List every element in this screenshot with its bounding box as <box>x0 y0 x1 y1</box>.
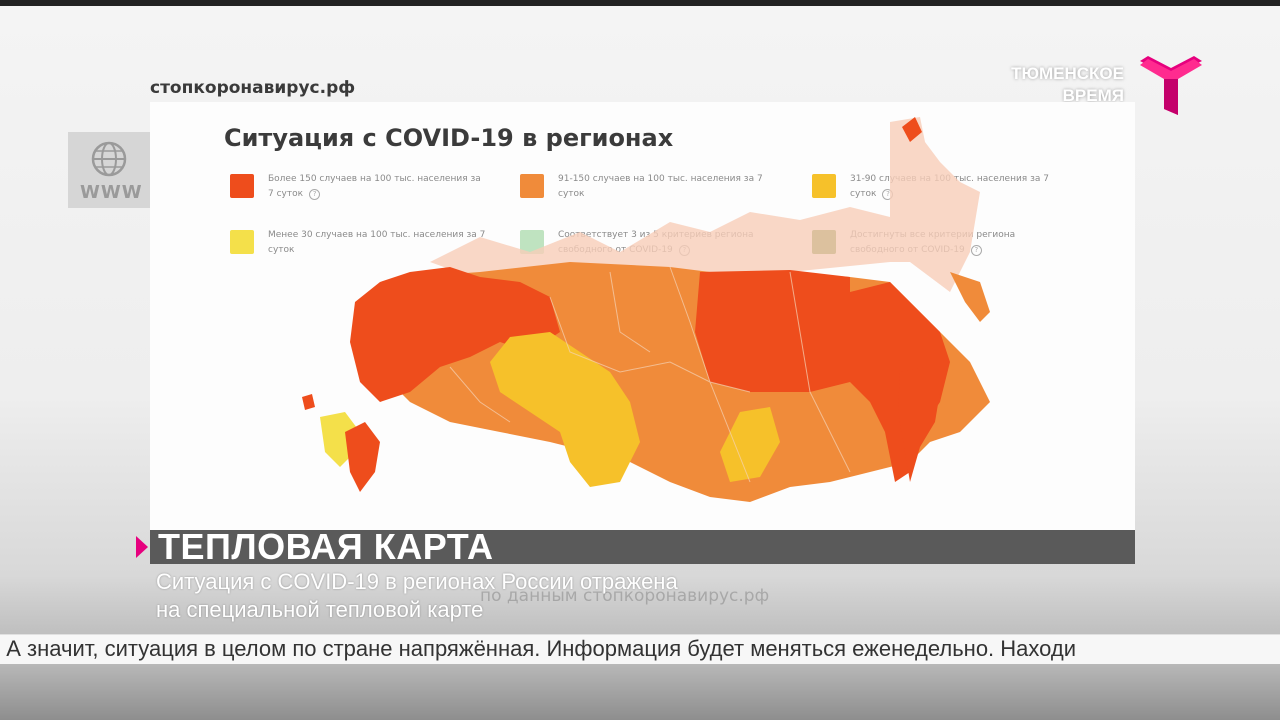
map-region-siberia-yellow <box>490 332 640 487</box>
map-title: Ситуация с COVID-19 в регионах <box>224 124 674 152</box>
globe-icon <box>91 141 127 177</box>
channel-logo-text: ТЮМЕНСКОЕ ВРЕМЯ <box>1011 63 1124 107</box>
help-icon[interactable]: ? <box>970 245 982 256</box>
legend-swatch <box>230 230 254 254</box>
watermark-text: по данным стопкоронавирус.рф <box>480 586 770 606</box>
map-region-kaliningrad-red <box>302 394 315 410</box>
news-ticker: . А значит, ситуация в целом по стране н… <box>0 634 1280 665</box>
caption-subtitle: Ситуация с COVID-19 в регионах России от… <box>156 568 678 624</box>
channel-logo: ТЮМЕНСКОЕ ВРЕМЯ <box>986 55 1216 125</box>
ticker-text: . А значит, ситуация в целом по стране н… <box>0 636 1077 661</box>
bottom-band <box>0 664 1280 720</box>
channel-name-line1: ТЮМЕНСКОЕ <box>1011 64 1124 83</box>
legend-item-under-30: Менее 30 случаев на 100 тыс. населения з… <box>230 228 490 268</box>
map-region-chukotka <box>890 117 980 292</box>
caption-subtitle-line1: Ситуация с COVID-19 в регионах России от… <box>156 569 678 594</box>
russia-heat-map <box>302 117 990 502</box>
www-label: WWW <box>80 182 143 203</box>
source-url: стопкоронавирус.рф <box>150 78 356 98</box>
map-region-borders <box>449 266 851 483</box>
legend-text: 91-150 случаев на 100 тыс. населения за … <box>558 174 763 199</box>
map-region-far-east-red <box>695 270 850 392</box>
legend-swatch <box>230 174 254 198</box>
help-icon[interactable]: ? <box>309 189 321 200</box>
legend-item-91-150: 91-150 случаев на 100 тыс. населения за … <box>520 172 780 212</box>
caption-title: ТЕПЛОВАЯ КАРТА <box>158 526 494 567</box>
legend-text: Более 150 случаев на 100 тыс. населения … <box>268 174 481 200</box>
map-region-caucasus-red <box>345 422 380 492</box>
caption-subtitle-line2: на специальной тепловой карте <box>156 597 484 622</box>
map-region-north-islands <box>430 207 890 280</box>
background-www-sign: WWW <box>68 132 152 208</box>
legend-swatch <box>520 174 544 198</box>
map-region-chukotka-tip <box>902 117 922 142</box>
caption-bar: ТЕПЛОВАЯ КАРТА <box>136 526 1135 567</box>
legend-swatch <box>812 174 836 198</box>
legend-item-over-150: Более 150 случаев на 100 тыс. населения … <box>230 172 490 212</box>
map-region-northwest-red <box>350 267 560 402</box>
t-logo-icon <box>1140 56 1202 115</box>
map-region-baikal-yellow <box>720 407 780 482</box>
caption-marker-icon <box>136 536 148 558</box>
legend-text: Менее 30 случаев на 100 тыс. населения з… <box>268 230 486 255</box>
map-region-kamchatka-orange <box>950 272 990 322</box>
channel-name-line2: ВРЕМЯ <box>1062 86 1124 105</box>
map-region-sakhalin-red <box>898 367 940 482</box>
top-border <box>0 0 1280 6</box>
